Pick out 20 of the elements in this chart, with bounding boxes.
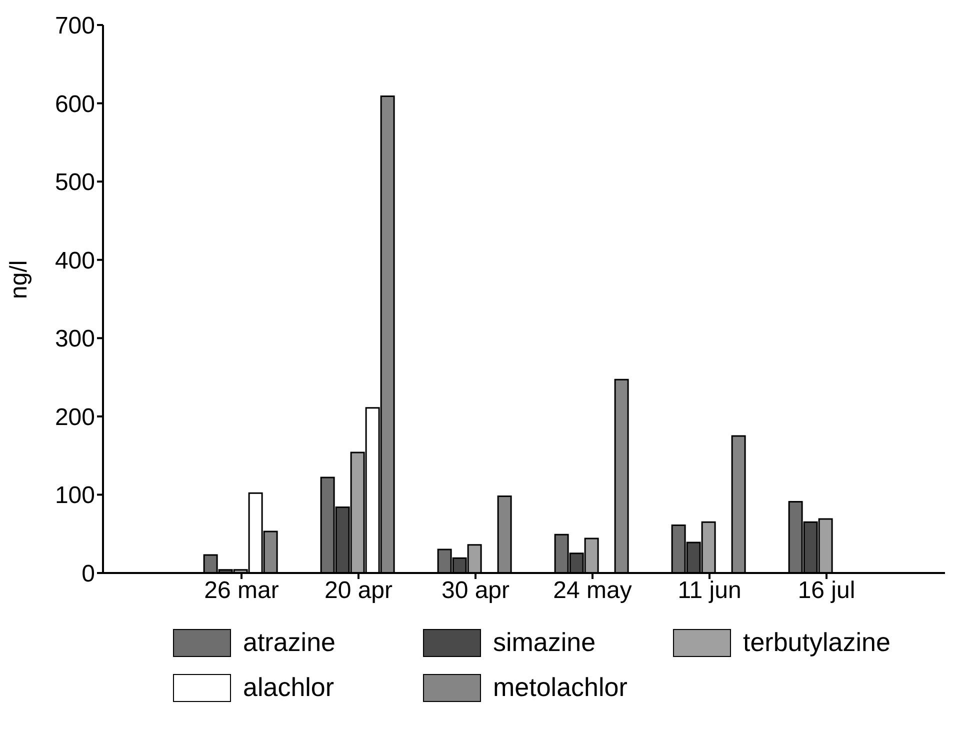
- x-tick-label: 20 apr: [324, 577, 393, 604]
- x-tick-label: 11 jun: [678, 577, 742, 604]
- x-tick-label: 24 may: [553, 577, 632, 604]
- y-tick-label: 400: [54, 247, 95, 274]
- y-tick-label: 200: [54, 404, 95, 431]
- y-tick-label: 500: [54, 169, 95, 196]
- y-tick-label: 300: [54, 326, 95, 353]
- x-tick-label: 26 mar: [204, 577, 279, 604]
- legend-label: terbutylazine: [743, 627, 890, 658]
- legend-label: simazine: [493, 627, 596, 658]
- legend-label: alachlor: [243, 672, 334, 703]
- x-tick-label: 30 apr: [441, 577, 510, 604]
- y-axis-title: ng/l: [6, 260, 33, 299]
- legend-label: atrazine: [243, 627, 336, 658]
- x-tick-label: 16 jul: [798, 577, 856, 604]
- legend-label: metolachlor: [493, 672, 628, 703]
- y-tick-label: 0: [82, 560, 95, 588]
- y-tick-label: 100: [54, 482, 95, 510]
- y-tick-label: 600: [54, 90, 95, 118]
- y-tick-label: 700: [54, 12, 95, 40]
